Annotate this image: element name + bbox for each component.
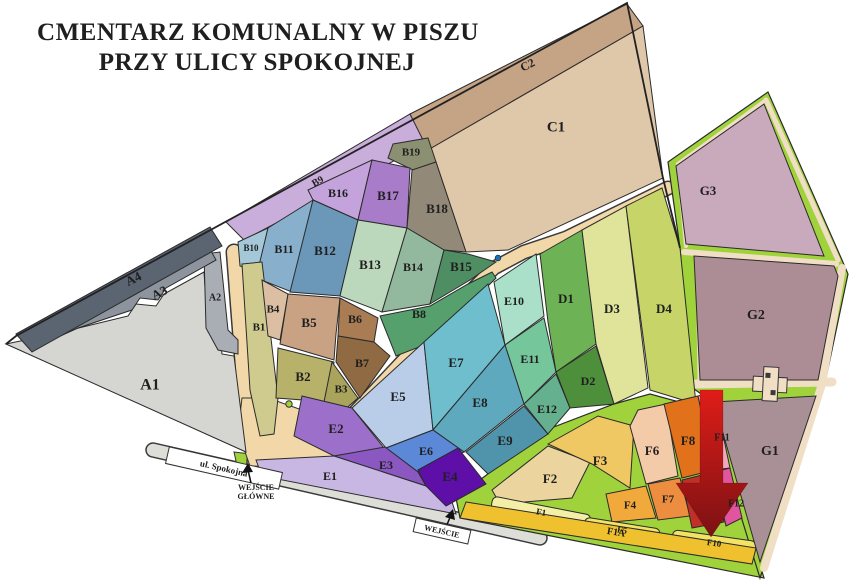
- section-e4-area: [417, 447, 487, 507]
- cemetery-outer-edge: [5, 1, 681, 345]
- main-entrance-arrowhead: [242, 463, 253, 473]
- section-b5-area: [279, 293, 341, 361]
- section-b15-area: [429, 249, 498, 306]
- map-title-line1: CMENTARZ KOMUNALNY W PISZU: [37, 19, 479, 46]
- map-title-line2: PRZY ULICY SPOKOJNEJ: [99, 49, 416, 76]
- section-b7-area: [335, 335, 391, 399]
- main-entrance-label-line2: GŁÓWNE: [238, 491, 275, 501]
- section-d1-area: [539, 229, 597, 373]
- section-b18-area: [406, 161, 467, 253]
- chapel-cross-v: [761, 366, 780, 402]
- chapel-window-1: [765, 372, 771, 379]
- g3-path-right: [763, 97, 841, 263]
- section-f6-area: [629, 403, 679, 485]
- sections-layer: [4, 3, 839, 565]
- section-g2-area: [693, 255, 839, 381]
- section-e10-area: [493, 253, 545, 346]
- section-d3-area: [581, 205, 649, 405]
- overlay-layer: [5, 1, 788, 538]
- section-g3-area: [675, 103, 825, 257]
- street-label-box: [164, 446, 284, 490]
- section-b4-area: [261, 279, 289, 341]
- section-f1a-area: [459, 501, 757, 565]
- chapel-window-2: [770, 390, 776, 396]
- location-arrow: [675, 389, 749, 538]
- water-point-dot: [494, 254, 502, 262]
- section-b1-area: [241, 261, 279, 437]
- side-entrance-box: [412, 517, 472, 545]
- chapel-cross-building: [752, 366, 788, 402]
- section-b8-area: [379, 271, 497, 357]
- section-f4-area: [605, 485, 657, 523]
- section-f3-area: [546, 415, 635, 489]
- g-path-between-g2-g3: [681, 249, 839, 267]
- section-d4-area: [625, 187, 697, 405]
- section-d2-area: [555, 345, 615, 409]
- section-a2-area: [203, 251, 239, 355]
- path-gate-dot: [285, 400, 293, 408]
- section-a4-area: [15, 226, 223, 353]
- side-entrance-arrowhead: [445, 509, 455, 520]
